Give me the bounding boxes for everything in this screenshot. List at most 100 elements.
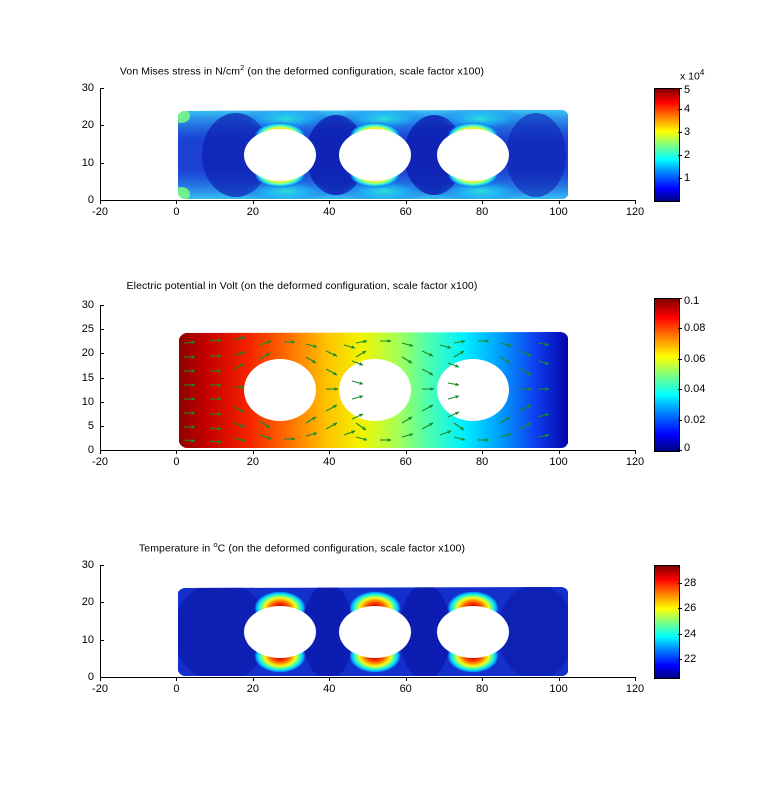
x-tick	[329, 677, 331, 681]
colorbar-tick-label: 0	[684, 442, 691, 454]
y-tick	[100, 677, 104, 678]
y-tick	[100, 602, 104, 604]
x-tick-label: 120	[625, 683, 645, 695]
x-tick	[635, 450, 636, 454]
temperature-contour-svg	[178, 586, 569, 676]
x-tick-label: 60	[399, 206, 412, 218]
x-axis-line	[100, 450, 635, 451]
x-axis-line	[100, 677, 635, 678]
x-tick-label: 120	[625, 456, 645, 468]
title-superscript: 2	[240, 63, 245, 72]
x-tick	[405, 677, 407, 681]
y-tick-label: 25	[81, 323, 94, 336]
colorbar-exponent-label: x 104	[680, 68, 704, 83]
y-tick-label: 30	[81, 299, 94, 311]
colorbar-tick	[678, 358, 682, 360]
y-tick-label: 30	[81, 559, 94, 571]
x-tick-label: 60	[399, 683, 412, 695]
y-tick-label: 20	[81, 347, 94, 360]
x-tick-label: 100	[549, 206, 568, 218]
contour-field-von-mises	[176, 109, 570, 201]
x-tick	[100, 200, 101, 204]
electric-potential-contour-svg	[179, 332, 569, 448]
x-tick	[482, 450, 484, 454]
subplot-temperature: Temperature in oC (on the deformed confi…	[0, 532, 774, 707]
x-tick	[558, 450, 560, 454]
x-tick-label: 80	[475, 683, 489, 695]
exponent-power: 4	[699, 68, 705, 77]
subplot-title-von-mises: Von Mises stress in N/cm2 (on the deform…	[0, 63, 689, 78]
x-tick	[482, 677, 484, 681]
colorbar-gradient	[655, 89, 679, 201]
colorbar-von-mises: x 104 1 2 3 4 5	[654, 68, 764, 202]
title-text-suffix: C (on the deformed configuration, scale …	[217, 542, 466, 555]
x-tick-label: 20	[246, 206, 260, 218]
y-tick	[100, 305, 104, 306]
title-text-main: Von Mises stress in N/cm	[119, 65, 241, 78]
y-tick-label: 15	[81, 371, 94, 384]
subplot-title-temperature: Temperature in oC (on the deformed confi…	[0, 540, 689, 555]
title-text-main: Temperature in	[138, 542, 214, 555]
y-tick-label: 20	[81, 596, 94, 609]
x-tick-label: 40	[323, 683, 336, 695]
colorbar-gradient-box	[654, 88, 680, 202]
x-tick	[405, 450, 407, 454]
x-tick-label: 60	[399, 456, 412, 468]
colorbar-tick-label: 4	[684, 103, 691, 116]
x-tick	[482, 200, 484, 204]
x-tick	[176, 200, 178, 204]
axes-von-mises: 0 10 20 30 -20 0 20 40 60 80 100 120	[82, 82, 644, 218]
x-tick-label: 80	[475, 456, 489, 468]
x-tick-label: -20	[92, 683, 108, 695]
y-tick	[100, 329, 104, 331]
colorbar-gradient	[655, 566, 679, 678]
y-tick	[100, 425, 104, 427]
y-tick	[100, 377, 104, 379]
colorbar-tick-label: 0.04	[684, 383, 706, 396]
y-tick-label: 0	[87, 194, 94, 206]
axes-electric-potential: 0 5 10 15 20 25 30 -20 0 20 40 60 80 100…	[82, 299, 644, 468]
x-tick	[635, 200, 636, 204]
colorbar-tick-label: 2	[684, 149, 691, 161]
subplot-von-mises-stress: Von Mises stress in N/cm2 (on the deform…	[0, 55, 774, 220]
x-tick-label: 0	[173, 683, 180, 695]
colorbar-tick	[678, 389, 682, 391]
x-tick	[558, 677, 560, 681]
colorbar-tick	[678, 328, 682, 330]
x-tick	[558, 200, 560, 204]
colorbar-tick	[678, 155, 682, 156]
x-tick	[252, 677, 254, 681]
y-tick	[100, 88, 104, 89]
y-axis-line	[100, 565, 101, 677]
colorbar-tick	[678, 88, 682, 89]
x-tick-label: 100	[549, 456, 568, 468]
x-tick-label: 20	[246, 456, 260, 468]
x-tick-label: 100	[549, 683, 568, 695]
x-tick	[100, 677, 101, 681]
colorbar-tick-label: 24	[684, 627, 697, 640]
x-axis-line	[100, 200, 635, 201]
colorbar-tick-label: 26	[684, 602, 697, 615]
title-text-suffix: (on the deformed configuration, scale fa…	[244, 65, 485, 78]
colorbar-tick-label: 3	[684, 126, 691, 139]
colorbar-tick-label: 1	[684, 171, 691, 184]
x-tick-label: 120	[625, 206, 645, 218]
title-degree-symbol: o	[213, 540, 218, 549]
y-tick-label: 10	[81, 633, 94, 646]
y-axis-line	[100, 88, 101, 200]
colorbar-tick	[678, 582, 682, 584]
colorbar-tick	[678, 109, 682, 111]
x-tick	[329, 200, 331, 204]
colorbar-tick-label: 22	[684, 653, 697, 666]
colorbar-tick	[678, 450, 682, 451]
y-tick	[100, 401, 104, 403]
x-tick	[329, 450, 331, 454]
y-tick-label: 0	[87, 671, 94, 683]
x-tick-label: 80	[475, 206, 489, 218]
colorbar-tick	[678, 298, 682, 299]
axes-temperature: 0 10 20 30 -20 0 20 40 60 80 100 120	[82, 559, 644, 695]
subplot-electric-potential: Electric potential in Volt (on the defor…	[0, 272, 774, 497]
colorbar-tick-label: 0.1	[684, 295, 700, 307]
y-tick	[100, 125, 104, 127]
